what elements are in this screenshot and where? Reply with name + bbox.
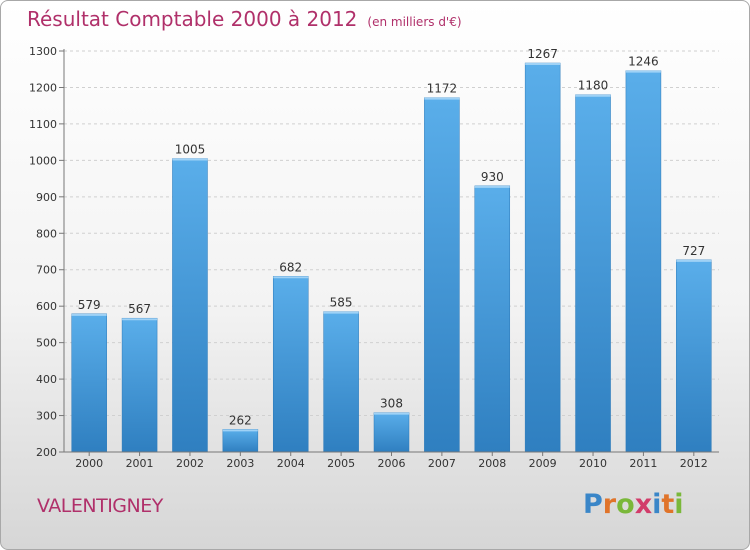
y-tick-label: 1100 bbox=[29, 118, 57, 131]
y-tick-label: 900 bbox=[36, 191, 57, 204]
proxiti-logo: Proxiti bbox=[583, 489, 684, 520]
bar-value-label: 682 bbox=[279, 260, 302, 274]
x-tick-label: 2006 bbox=[378, 457, 406, 470]
chart-unit: (en milliers d'€) bbox=[367, 15, 462, 29]
grid-lines bbox=[64, 50, 719, 453]
bar-value-label: 579 bbox=[78, 298, 101, 312]
bar-value-label: 262 bbox=[229, 413, 252, 427]
commune-name: VALENTIGNEY bbox=[37, 495, 163, 517]
x-tick-label: 2009 bbox=[529, 457, 557, 470]
logo-letter: i bbox=[652, 489, 662, 520]
bar-2012 bbox=[676, 259, 712, 453]
logo-letter: i bbox=[674, 489, 684, 520]
y-tick-label: 300 bbox=[36, 410, 57, 423]
bar-2011 bbox=[625, 70, 662, 453]
bar-2005 bbox=[323, 311, 359, 453]
bars bbox=[71, 62, 712, 453]
x-tick-label: 2008 bbox=[478, 457, 506, 470]
x-tick-label: 2012 bbox=[680, 457, 708, 470]
y-tick-label: 1000 bbox=[29, 154, 57, 167]
x-tick-label: 2004 bbox=[277, 457, 305, 470]
bar-value-label: 567 bbox=[128, 302, 151, 316]
logo-letter: P bbox=[583, 489, 603, 520]
bar-2010 bbox=[575, 94, 611, 453]
y-tick-label: 500 bbox=[36, 337, 57, 350]
y-tick-label: 800 bbox=[36, 227, 57, 240]
y-tick-label: 1300 bbox=[29, 45, 57, 58]
bar-value-label: 930 bbox=[481, 170, 504, 184]
logo-letter: t bbox=[661, 489, 675, 520]
bar-value-label: 727 bbox=[682, 244, 705, 258]
bar-2008 bbox=[474, 185, 511, 453]
chart-title: Résultat Comptable 2000 à 2012 (en millie… bbox=[27, 7, 462, 31]
bar-2006 bbox=[373, 412, 410, 453]
bar-value-label: 1005 bbox=[175, 143, 206, 157]
bar-2003 bbox=[222, 429, 259, 453]
y-tick-label: 1200 bbox=[29, 81, 57, 94]
x-tick-label: 2001 bbox=[126, 457, 154, 470]
axes bbox=[59, 49, 719, 456]
bar-2004 bbox=[272, 276, 309, 453]
x-tick-label: 2005 bbox=[327, 457, 355, 470]
y-tick-label: 400 bbox=[36, 373, 57, 386]
x-tick-label: 2000 bbox=[75, 457, 103, 470]
x-tick-label: 2007 bbox=[428, 457, 456, 470]
bar-value-label: 1267 bbox=[527, 47, 558, 61]
logo-letter: o bbox=[616, 489, 635, 520]
bar-2007 bbox=[424, 97, 460, 453]
bar-2002 bbox=[172, 158, 208, 453]
bar-value-label: 1180 bbox=[578, 79, 609, 93]
logo-letter: x bbox=[634, 489, 653, 520]
logo-letter: r bbox=[602, 489, 617, 520]
y-tick-label: 600 bbox=[36, 300, 57, 313]
bar-2001 bbox=[121, 317, 158, 453]
x-tick-label: 2002 bbox=[176, 457, 204, 470]
bar-2009 bbox=[524, 62, 561, 453]
x-tick-label: 2011 bbox=[629, 457, 657, 470]
bar-value-label: 585 bbox=[330, 296, 353, 310]
y-tick-label: 200 bbox=[36, 446, 57, 459]
bar-value-label: 1172 bbox=[427, 82, 458, 96]
x-tick-label: 2010 bbox=[579, 457, 607, 470]
x-tick-label: 2003 bbox=[226, 457, 254, 470]
bar-value-label: 1246 bbox=[628, 55, 659, 69]
bar-value-label: 308 bbox=[380, 397, 403, 411]
chart-title-text: Résultat Comptable 2000 à 2012 bbox=[27, 7, 358, 31]
bar-2000 bbox=[71, 313, 107, 453]
y-tick-label: 700 bbox=[36, 264, 57, 277]
labels: 200 300 400 500 600 700 800 900 1000 1100 1200 1300… bbox=[29, 45, 708, 470]
